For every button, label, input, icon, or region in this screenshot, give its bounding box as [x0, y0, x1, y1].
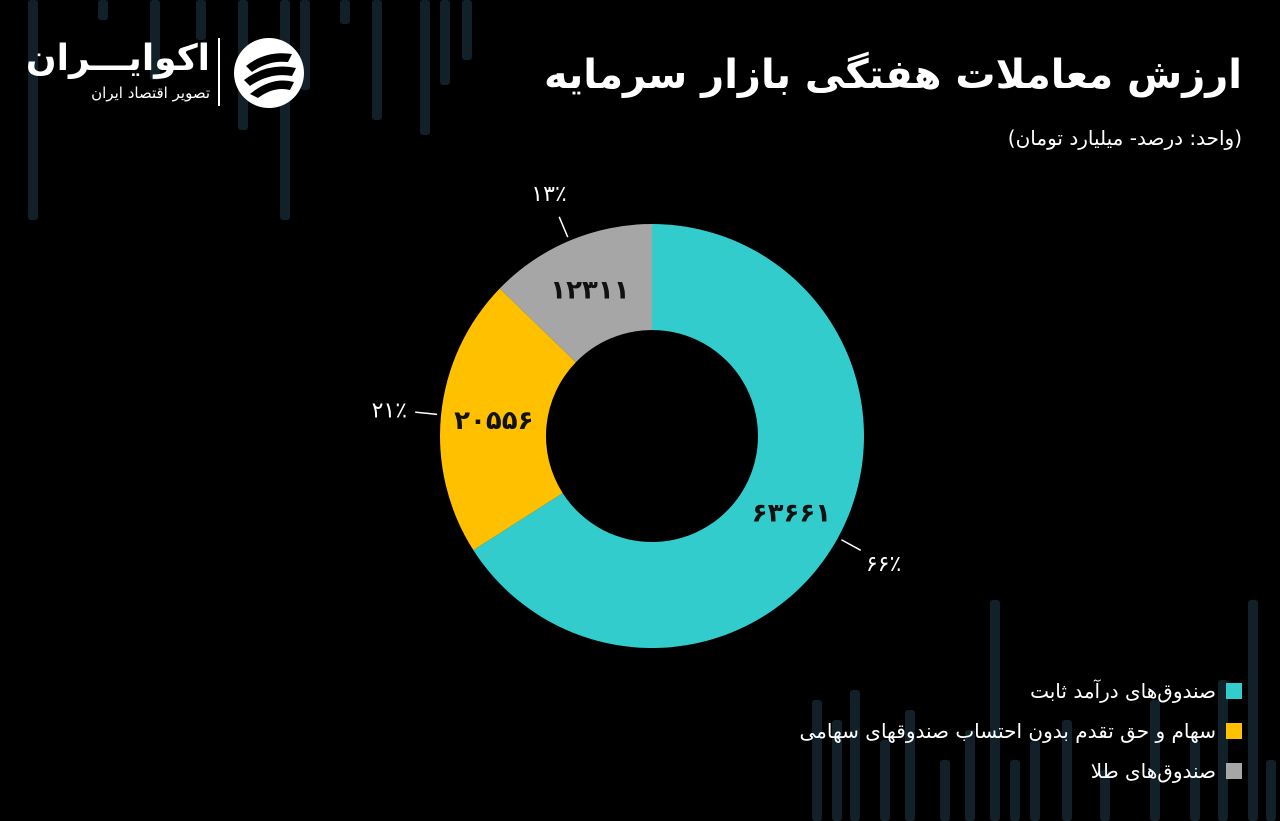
legend-swatch-fixed-income	[1226, 683, 1242, 699]
percent-label-gold: ۱۳٪	[531, 182, 566, 207]
percent-label-stocks: ۲۱٪	[372, 399, 407, 424]
legend-label-gold: صندوق‌های طلا	[1090, 759, 1216, 783]
background-bar	[420, 0, 430, 135]
value-label-stocks: ۲۰۵۵۶	[454, 406, 533, 436]
value-label-gold: ۱۲۳۱۱	[550, 276, 629, 306]
legend-item-fixed-income: صندوق‌های درآمد ثابت	[799, 678, 1242, 704]
legend-label-stocks: سهام و حق تقدم بدون احتساب صندوقهای سهام…	[799, 719, 1216, 743]
logo-tagline: تصویر اقتصاد ایران	[91, 84, 210, 102]
background-bar	[150, 0, 160, 80]
leader-line-fixed-income	[841, 539, 862, 551]
background-bar	[832, 720, 842, 821]
background-bar	[28, 0, 38, 220]
percent-label-fixed-income: ۶۶٪	[866, 552, 901, 577]
legend-swatch-gold	[1226, 763, 1242, 779]
background-bar	[965, 730, 975, 821]
background-bar	[812, 700, 822, 821]
donut-slice-fixed-income	[473, 224, 864, 648]
logo: اکوایـــران تصویر اقتصاد ایران	[26, 36, 320, 111]
chart-legend: صندوق‌های درآمد ثابت سهام و حق تقدم بدون…	[799, 678, 1242, 784]
legend-label-fixed-income: صندوق‌های درآمد ثابت	[1030, 679, 1216, 703]
background-bar	[1248, 600, 1258, 821]
background-bar	[98, 0, 108, 20]
background-bar	[1266, 760, 1276, 821]
value-label-fixed-income: ۶۳۶۶۱	[752, 498, 831, 528]
chart-subtitle: (واحد: درصد- میلیارد تومان)	[1007, 126, 1242, 150]
background-bar	[1030, 740, 1040, 821]
logo-mark-icon	[234, 38, 304, 108]
background-bar	[462, 0, 472, 60]
leader-line-gold	[558, 216, 569, 238]
background-bar	[196, 0, 206, 40]
background-bar	[440, 0, 450, 85]
donut-slice-gold	[499, 224, 652, 363]
logo-name: اکوایـــران	[25, 38, 210, 79]
background-bar	[1190, 740, 1200, 821]
background-bar	[1062, 720, 1072, 821]
background-bar	[340, 0, 350, 24]
legend-item-stocks: سهام و حق تقدم بدون احتساب صندوقهای سهام…	[799, 718, 1242, 744]
background-bar	[1218, 680, 1228, 821]
background-bar	[372, 0, 382, 120]
background-bar	[850, 690, 860, 821]
leader-line-stocks	[415, 411, 438, 416]
donut-slice-stocks	[439, 288, 576, 551]
background-bar	[1100, 770, 1110, 821]
background-bar	[940, 760, 950, 821]
background-bar	[990, 600, 1000, 821]
chart-title: ارزش معاملات هفتگی بازار سرمایه	[543, 52, 1242, 98]
background-bar	[905, 710, 915, 821]
logo-divider	[218, 38, 220, 106]
legend-item-gold: صندوق‌های طلا	[799, 758, 1242, 784]
background-bar	[1150, 700, 1160, 821]
background-bar	[1010, 760, 1020, 821]
background-bar	[880, 740, 890, 821]
legend-swatch-stocks	[1226, 723, 1242, 739]
